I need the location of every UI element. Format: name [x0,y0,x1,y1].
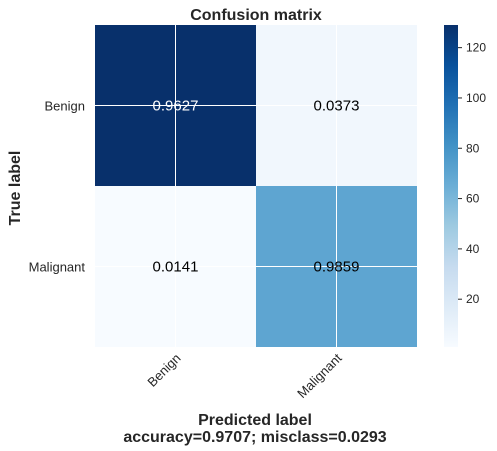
cell-value-label: 0.0141 [153,259,199,276]
x-tick-label: Malignant [294,350,345,401]
colorbar-tick-label: 120 [466,41,486,55]
y-tick-label: Benign [45,99,85,114]
colorbar-ticks: 20 40 60 80 100 120 [458,41,486,306]
colorbar-tick-label: 60 [466,192,480,206]
x-axis-label: Predicted label [198,412,312,429]
colorbar-tick-label: 80 [466,141,480,155]
colorbar-tick-label: 100 [466,91,486,105]
cell-value-label: 0.9627 [153,98,199,115]
cell-value-label: 0.9859 [314,259,360,276]
y-axis-label: True label [7,151,24,226]
chart-title: Confusion matrix [190,7,322,24]
x-axis-sublabel: accuracy=0.9707; misclass=0.0293 [123,429,386,446]
heatmap-grid: 0.9627 0.0373 0.0141 0.9859 [95,25,417,347]
colorbar-tick-label: 40 [466,242,480,256]
colorbar-tick-label: 20 [466,292,480,306]
x-axis: Benign Malignant [144,350,345,401]
y-tick-label: Malignant [29,260,86,275]
colorbar-gradient [444,25,458,347]
colorbar: 20 40 60 80 100 120 [444,25,486,347]
y-axis: Benign Malignant [29,99,86,275]
cell-value-label: 0.0373 [314,98,360,115]
x-tick-label: Benign [144,351,183,390]
